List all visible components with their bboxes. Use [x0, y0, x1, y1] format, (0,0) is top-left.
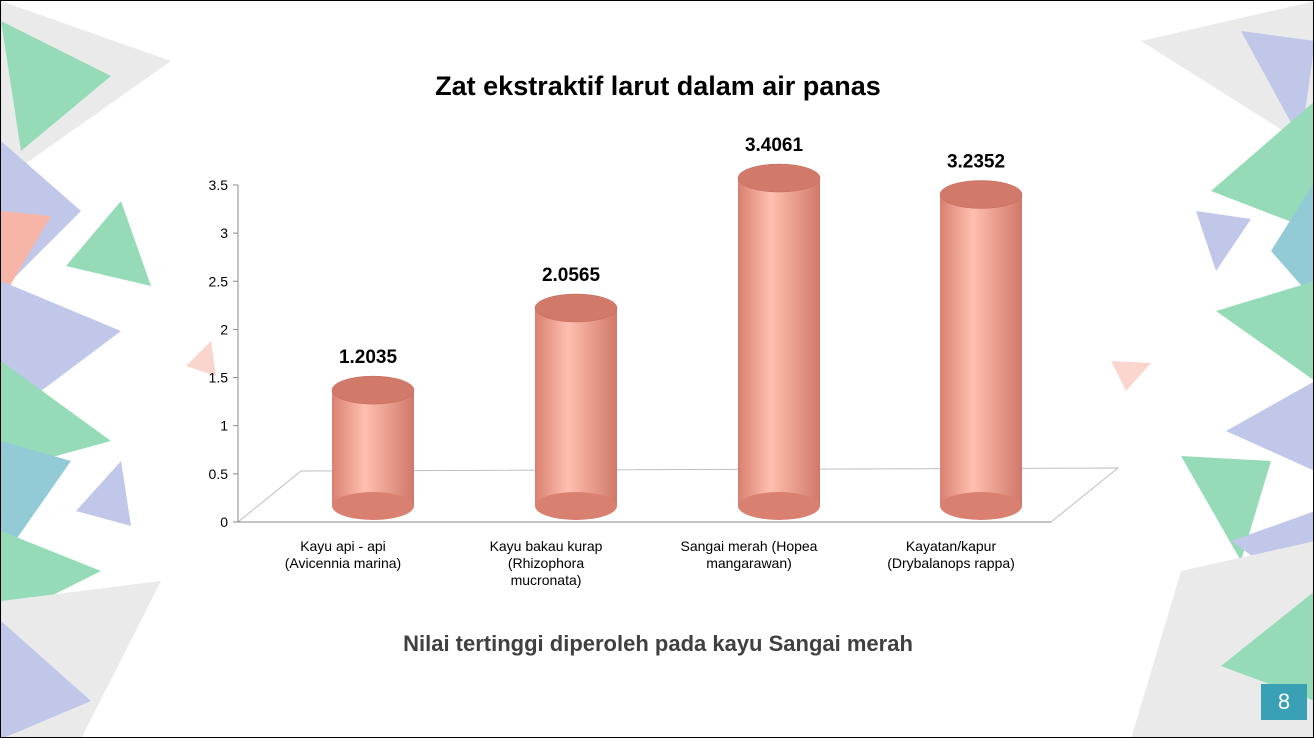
cylinder-top [939, 180, 1023, 209]
cylinder-bottom [535, 492, 617, 520]
cylinder-body [535, 307, 617, 506]
page-number: 8 [1261, 684, 1307, 720]
value-label: 1.2035 [339, 347, 398, 368]
y-tick-label: 0 [220, 514, 228, 530]
y-tick-label: 3 [220, 225, 228, 241]
x-tick-label: Kayatan/kapur (Drybalanops rappa) [887, 538, 1015, 571]
x-tick-label: Sangai merah (Hopea mangarawan) [680, 538, 818, 571]
cylinder-body [738, 178, 820, 506]
y-tick-label: 2.5 [209, 273, 229, 289]
y-tick-label: 2 [220, 321, 228, 337]
cylinder-top [331, 375, 415, 405]
caption: Nilai tertinggi diperoleh pada kayu Sang… [403, 631, 913, 656]
cylinder-bottom [332, 492, 414, 520]
y-tick-label: 3.5 [209, 177, 229, 193]
value-label: 3.2352 [947, 151, 1005, 172]
value-label: 2.0565 [542, 265, 601, 286]
x-tick-label: Kayu api - api (Avicennia marina) [284, 538, 402, 571]
cylinder-body [940, 194, 1022, 506]
cylinder-bottom [940, 492, 1022, 520]
x-tick-label: Kayu bakau kurap (Rhizophora mucronata) [489, 538, 603, 588]
cylinder-bottom [738, 492, 820, 520]
y-tick-label: 1 [220, 418, 228, 434]
value-label: 3.4061 [745, 135, 804, 156]
y-tick-label: 1.5 [209, 370, 229, 386]
cylinder-body [332, 390, 414, 506]
cylinder-top [534, 293, 618, 323]
y-tick-label: 0.5 [209, 466, 229, 482]
cylinder-top [737, 163, 821, 193]
chart-title: Zat ekstraktif larut dalam air panas [435, 71, 881, 101]
